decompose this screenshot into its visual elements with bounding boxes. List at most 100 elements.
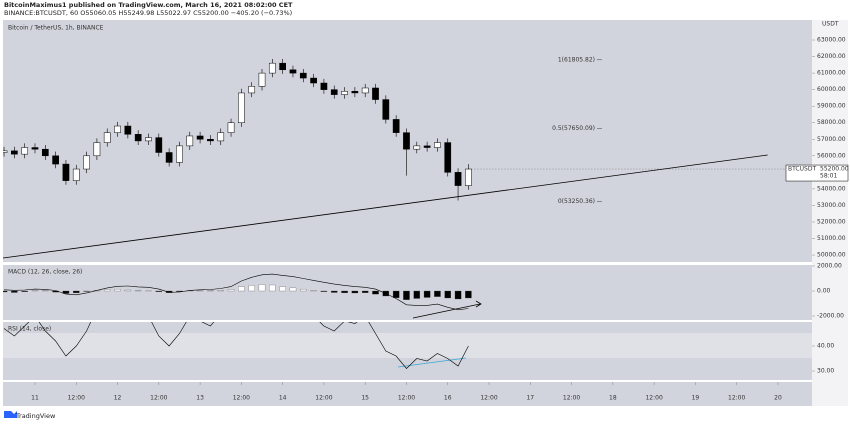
rsi-title: RSI (14, close)	[8, 326, 51, 333]
x-tick-label: 12:00	[150, 395, 167, 402]
y-tick-label: 62000.00	[817, 53, 846, 60]
macd-line	[3, 273, 469, 311]
logo	[4, 411, 17, 418]
candle-body	[330, 89, 338, 95]
candle-body	[41, 148, 49, 157]
candle-body	[176, 145, 183, 163]
candle-body	[227, 122, 235, 133]
candle-body	[413, 145, 421, 150]
candle-body	[155, 137, 163, 153]
candle-body	[124, 125, 132, 135]
macd-divergence	[412, 303, 481, 319]
candle-body	[361, 87, 369, 94]
macd-hist	[114, 288, 121, 292]
candle-body	[134, 134, 142, 142]
fib-label: 1(61805.82)	[558, 56, 595, 63]
header-author: BitcoinMaximus1 published on TradingView…	[4, 1, 293, 9]
candle-body	[196, 135, 204, 140]
price-axis	[812, 20, 848, 406]
candle-body	[52, 155, 59, 165]
candle-body	[165, 152, 173, 163]
candle-body	[351, 91, 359, 94]
macd-hist	[103, 289, 111, 292]
x-tick-label: 13	[196, 395, 204, 402]
footer: TradingView	[15, 412, 56, 420]
macd-title: MACD (12, 26, close, 26)	[8, 269, 82, 276]
y-tick-label: 0.00	[817, 288, 831, 295]
x-tick-label: 12:00	[68, 395, 85, 402]
candle-body	[31, 147, 39, 150]
macd-hist	[31, 290, 39, 292]
y-tick-label: 61000.00	[817, 70, 846, 77]
x-tick-label: 18	[609, 395, 617, 402]
macd-hist	[444, 290, 451, 299]
candle-body	[114, 125, 121, 133]
x-tick-label: 14	[279, 395, 287, 402]
y-tick-label: 60000.00	[817, 86, 846, 93]
macd-hist	[320, 290, 328, 292]
x-tick-label: 12	[114, 395, 122, 402]
candle-body	[217, 132, 225, 142]
macd-hist	[341, 290, 348, 294]
y-tick-label: 58000.00	[817, 119, 846, 126]
macd-hist	[165, 290, 173, 293]
x-tick-label: 12:00	[480, 395, 497, 402]
candle-body	[403, 132, 410, 150]
candle-body	[289, 69, 297, 74]
macd-hist	[423, 290, 431, 298]
last-price-label: 55200.00	[820, 166, 849, 173]
x-tick-label: 12:00	[645, 395, 662, 402]
macd-hist	[403, 290, 410, 300]
macd-hist	[330, 290, 338, 293]
y-tick-label: 50000.00	[817, 252, 846, 259]
candle-body	[83, 155, 90, 170]
candle-body	[392, 119, 400, 133]
macd-hist	[217, 290, 224, 292]
macd-hist	[269, 284, 276, 292]
y-tick-label: 2000.00	[817, 263, 842, 270]
y-tick-label: 54000.00	[817, 185, 846, 192]
x-tick-label: 12:00	[315, 395, 332, 402]
fib-label: 0(53250.36)	[558, 198, 595, 205]
y-tick-label: 57000.00	[817, 136, 846, 143]
candle-body	[103, 132, 111, 143]
candle-body	[21, 147, 29, 155]
macd-hist	[62, 290, 70, 294]
rsi-band	[3, 333, 812, 358]
x-tick-label: 20	[774, 395, 782, 402]
macd-hist	[11, 290, 18, 293]
candle-body	[248, 86, 256, 94]
candle-body	[299, 72, 307, 79]
macd-hist	[21, 290, 28, 292]
macd-hist	[73, 290, 80, 294]
macd-hist	[3, 290, 8, 293]
candle-body	[11, 150, 18, 155]
x-tick-label: 12:00	[233, 395, 250, 402]
candle-body	[186, 135, 194, 147]
macd-hist	[227, 289, 235, 292]
y-tick-label: 30.00	[817, 368, 834, 375]
macd-hist	[372, 290, 379, 295]
x-tick-label: 12:00	[728, 395, 745, 402]
arrow-head	[475, 300, 482, 308]
last-price-symbol: BTCUSDT	[788, 166, 816, 173]
candle-body	[444, 142, 452, 173]
x-tick-label: 16	[444, 395, 452, 402]
countdown: 58:01	[820, 173, 837, 180]
macd-hist	[124, 289, 132, 292]
macd-hist	[238, 286, 245, 292]
x-tick-label: 12:00	[398, 395, 415, 402]
candle-body	[3, 150, 8, 153]
candle-body	[268, 62, 276, 74]
candle-body	[465, 168, 472, 186]
candle-body	[434, 142, 441, 148]
y-tick-label: 53000.00	[817, 202, 846, 209]
candle-body	[372, 87, 379, 100]
fib-label: 0.5(57650.09)	[552, 125, 595, 132]
candle-body	[279, 62, 286, 71]
y-tick-label: -2000.00	[817, 313, 844, 320]
candle-body	[238, 92, 245, 123]
macd-hist	[351, 290, 359, 294]
